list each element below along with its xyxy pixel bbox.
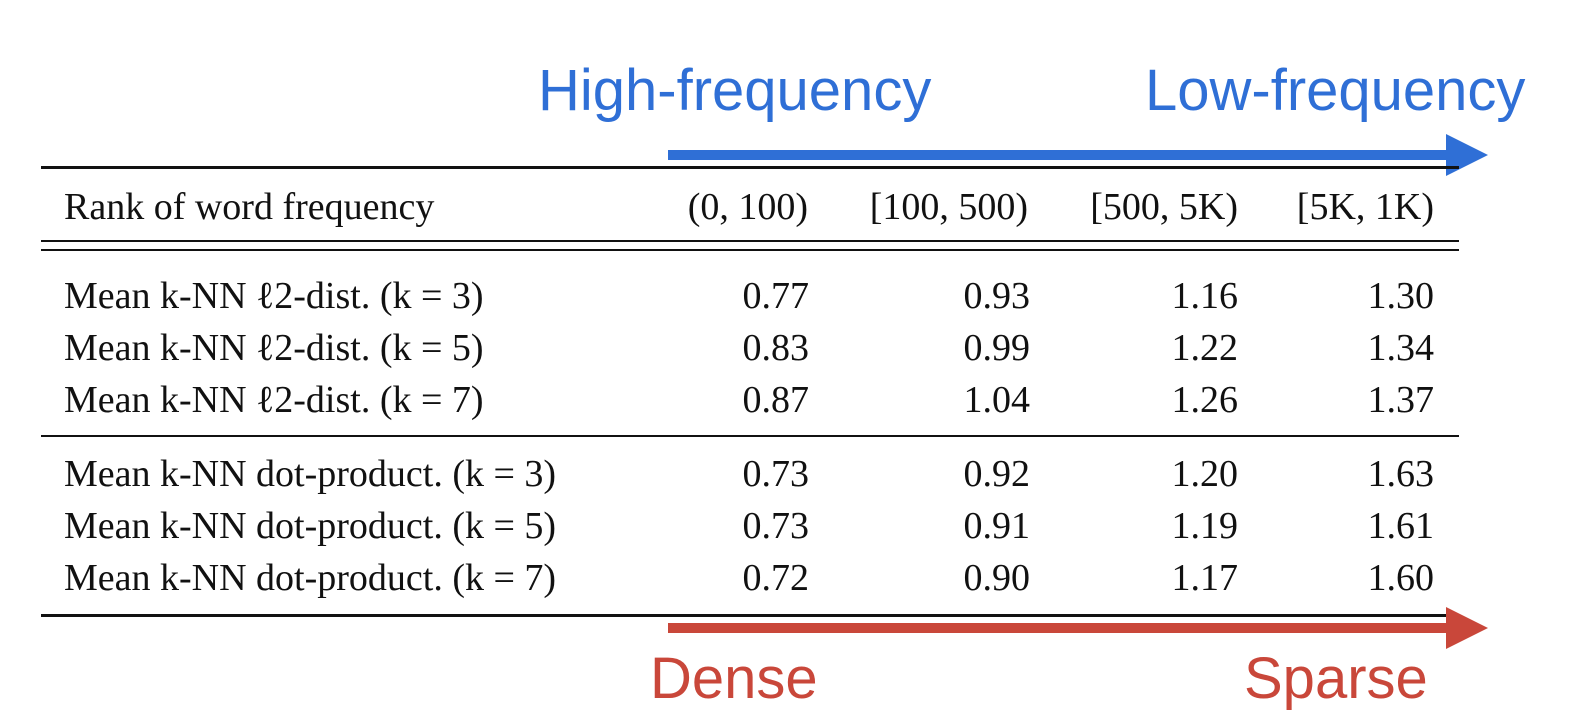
cell-value: 1.26 [1171, 379, 1239, 421]
cell-value: 1.61 [1367, 505, 1435, 547]
density-arrow [668, 607, 1488, 649]
cell-value: 1.30 [1367, 275, 1435, 317]
density-arrow-head [1446, 607, 1488, 649]
row-label: Mean k-NN ℓ2-dist. (k = 3) [64, 275, 484, 317]
table-row: Mean k-NN ℓ2-dist. (k = 5) 0.83 0.99 1.2… [0, 323, 1584, 373]
sparse-label: Sparse [1244, 646, 1428, 711]
low-frequency-label: Low-frequency [1145, 58, 1526, 123]
cell-value: 1.63 [1367, 453, 1435, 495]
table-row: Mean k-NN dot-product. (k = 5) 0.73 0.91… [0, 501, 1584, 551]
frequency-arrow-head [1446, 134, 1488, 176]
cell-value: 0.83 [742, 327, 810, 369]
cell-value: 0.92 [963, 453, 1031, 495]
row-label: Mean k-NN dot-product. (k = 5) [64, 505, 557, 547]
table-top-rule [41, 166, 1459, 169]
table-row: Mean k-NN dot-product. (k = 3) 0.73 0.92… [0, 449, 1584, 499]
table-row: Mean k-NN ℓ2-dist. (k = 7) 0.87 1.04 1.2… [0, 375, 1584, 425]
cell-value: 1.34 [1367, 327, 1435, 369]
cell-value: 1.37 [1367, 379, 1435, 421]
cell-value: 1.16 [1171, 275, 1239, 317]
header-col-3: [500, 5K) [1090, 186, 1238, 228]
frequency-arrow-shaft [668, 150, 1450, 160]
cell-value: 1.19 [1171, 505, 1239, 547]
cell-value: 0.90 [963, 557, 1031, 599]
row-label: Mean k-NN ℓ2-dist. (k = 5) [64, 327, 484, 369]
table-header-row: Rank of word frequency (0, 100) [100, 50… [0, 182, 1584, 232]
cell-value: 0.73 [742, 453, 810, 495]
density-arrow-shaft [668, 623, 1450, 633]
header-label: Rank of word frequency [64, 186, 435, 228]
cell-value: 1.04 [963, 379, 1031, 421]
cell-value: 1.60 [1367, 557, 1435, 599]
table-bottom-rule [41, 614, 1459, 617]
cell-value: 1.20 [1171, 453, 1239, 495]
table-row: Mean k-NN ℓ2-dist. (k = 3) 0.77 0.93 1.1… [0, 271, 1584, 321]
cell-value: 0.99 [963, 327, 1031, 369]
cell-value: 0.93 [963, 275, 1031, 317]
cell-value: 1.17 [1171, 557, 1239, 599]
cell-value: 0.87 [742, 379, 810, 421]
cell-value: 1.22 [1171, 327, 1239, 369]
group-separator-rule [41, 435, 1459, 437]
row-label: Mean k-NN dot-product. (k = 3) [64, 453, 557, 495]
frequency-arrow [668, 134, 1488, 176]
header-col-4: [5K, 1K) [1296, 186, 1434, 228]
row-label: Mean k-NN ℓ2-dist. (k = 7) [64, 379, 484, 421]
cell-value: 0.91 [963, 505, 1031, 547]
header-col-2: [100, 500) [869, 186, 1028, 228]
cell-value: 0.72 [742, 557, 810, 599]
cell-value: 0.77 [742, 275, 810, 317]
header-double-rule-top [41, 240, 1459, 242]
dense-label: Dense [650, 646, 818, 711]
table-row: Mean k-NN dot-product. (k = 7) 0.72 0.90… [0, 553, 1584, 603]
cell-value: 0.73 [742, 505, 810, 547]
header-col-1: (0, 100) [687, 186, 808, 228]
row-label: Mean k-NN dot-product. (k = 7) [64, 557, 557, 599]
high-frequency-label: High-frequency [538, 58, 932, 123]
header-double-rule-bottom [41, 249, 1459, 251]
